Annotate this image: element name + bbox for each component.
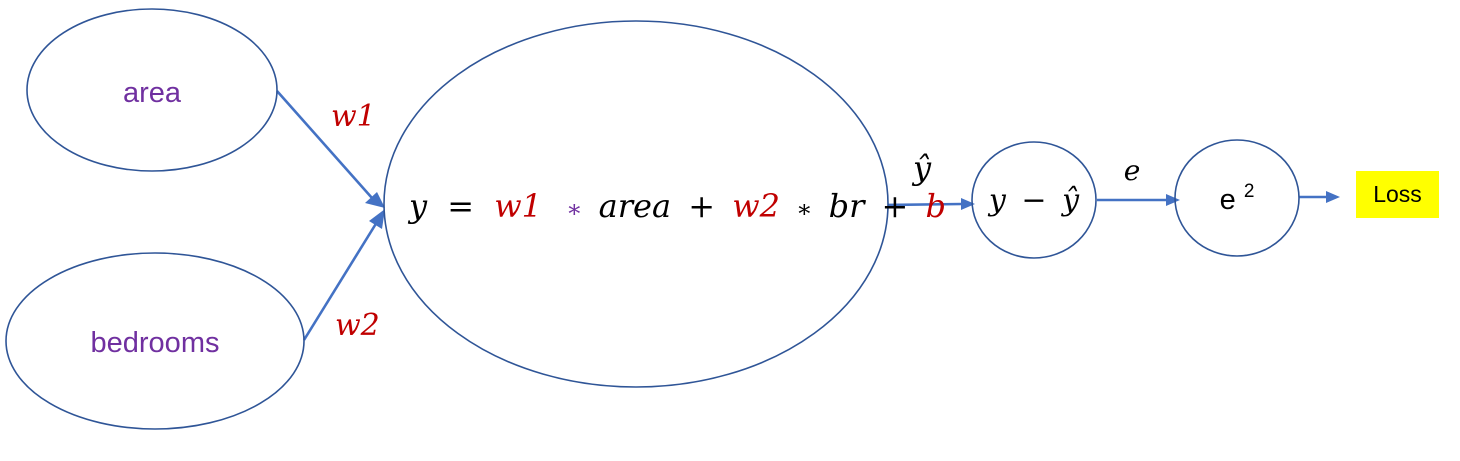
edge-square-to-loss-arrowhead xyxy=(1326,191,1340,203)
edge-bedrooms-to-sum xyxy=(302,221,379,341)
edge-area-to-sum xyxy=(276,90,373,199)
weight-label-w2: w2 xyxy=(335,308,380,343)
input-node-bedrooms xyxy=(5,252,305,430)
input-label-area: area xyxy=(123,77,182,109)
equation-br: br xyxy=(829,187,866,225)
edge-sum-to-error xyxy=(887,202,963,207)
equation-w2: w2 xyxy=(732,187,780,225)
equation-times-1: ∗ xyxy=(566,195,582,223)
edge-area-to-sum-arrowhead xyxy=(365,192,385,208)
square-node xyxy=(1174,139,1300,257)
edge-sum-to-error-arrowhead xyxy=(961,198,975,210)
equation-equals: = xyxy=(447,187,474,225)
equation-times-2: ∗ xyxy=(796,195,812,223)
square-node-expression: e 2 xyxy=(1220,181,1255,216)
weighted-sum-node xyxy=(383,20,889,388)
equation-w1: w1 xyxy=(494,187,542,225)
error-node-minus: − xyxy=(1021,183,1046,218)
error-node-y: y xyxy=(987,183,1007,218)
edge-error-to-square-arrowhead xyxy=(1166,194,1180,206)
error-node xyxy=(971,141,1097,259)
input-label-bedrooms: bedrooms xyxy=(91,327,220,359)
equation-area: area xyxy=(599,187,671,225)
input-node-area xyxy=(26,8,278,172)
equation-b: b xyxy=(926,187,946,225)
loss-label: Loss xyxy=(1373,181,1422,207)
loss-box xyxy=(1356,171,1439,218)
square-node-base: e xyxy=(1220,184,1236,216)
edge-bedrooms-to-sum-arrowhead xyxy=(369,209,385,229)
edge-label-y-hat: ŷ xyxy=(911,149,932,187)
error-node-y-hat: ŷ xyxy=(1060,183,1080,218)
equation-plus-2: + xyxy=(882,187,909,225)
error-node-expression: y − ŷ xyxy=(987,183,1080,218)
weight-label-w1: w1 xyxy=(331,99,376,134)
square-node-exponent: 2 xyxy=(1244,181,1255,202)
edge-label-e: e xyxy=(1124,154,1141,187)
weighted-sum-equation: y = w1 ∗ area + w2 ∗ br + b xyxy=(407,187,946,225)
equation-plus-1: + xyxy=(688,187,715,225)
equation-y: y xyxy=(407,187,428,225)
